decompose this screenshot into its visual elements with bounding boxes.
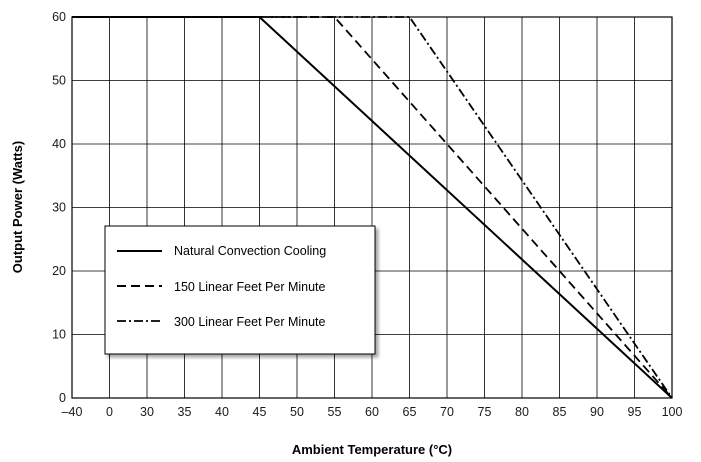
x-tick-label: 60 xyxy=(365,405,379,419)
x-tick-label: 95 xyxy=(628,405,642,419)
legend-label-300lfm: 300 Linear Feet Per Minute xyxy=(174,315,326,329)
y-tick-label: 60 xyxy=(52,10,66,24)
y-tick-label: 10 xyxy=(52,328,66,342)
x-tick-label: 65 xyxy=(403,405,417,419)
x-tick-label: –40 xyxy=(62,405,83,419)
y-tick-label: 20 xyxy=(52,264,66,278)
y-tick-label: 50 xyxy=(52,74,66,88)
x-axis-title: Ambient Temperature (°C) xyxy=(292,442,452,457)
y-tick-labels: 0 10 20 30 40 50 60 xyxy=(52,10,66,405)
y-tick-label: 0 xyxy=(59,391,66,405)
grid xyxy=(72,17,672,398)
x-tick-label: 90 xyxy=(590,405,604,419)
x-tick-label: 45 xyxy=(253,405,267,419)
x-tick-label: 50 xyxy=(290,405,304,419)
x-tick-label: 75 xyxy=(478,405,492,419)
x-tick-label: 35 xyxy=(178,405,192,419)
x-tick-label: 55 xyxy=(328,405,342,419)
x-tick-labels: –40 0 30 35 40 45 50 55 60 65 70 75 80 85 90 95 100 xyxy=(62,405,683,419)
y-axis-title: Output Power (Watts) xyxy=(10,141,25,273)
legend-label-natural: Natural Convection Cooling xyxy=(174,244,326,258)
x-tick-label: 85 xyxy=(553,405,567,419)
legend: Natural Convection Cooling 150 Linear Fe… xyxy=(104,225,376,355)
legend-label-150lfm: 150 Linear Feet Per Minute xyxy=(174,280,326,294)
x-tick-label: 80 xyxy=(515,405,529,419)
x-tick-label: 30 xyxy=(140,405,154,419)
x-tick-label: 70 xyxy=(440,405,454,419)
y-tick-label: 30 xyxy=(52,201,66,215)
y-tick-label: 40 xyxy=(52,137,66,151)
x-tick-label: 40 xyxy=(215,405,229,419)
x-tick-label: 100 xyxy=(662,405,683,419)
plot-frame xyxy=(71,16,673,399)
x-tick-label: 0 xyxy=(106,405,113,419)
legend-box xyxy=(104,225,376,355)
